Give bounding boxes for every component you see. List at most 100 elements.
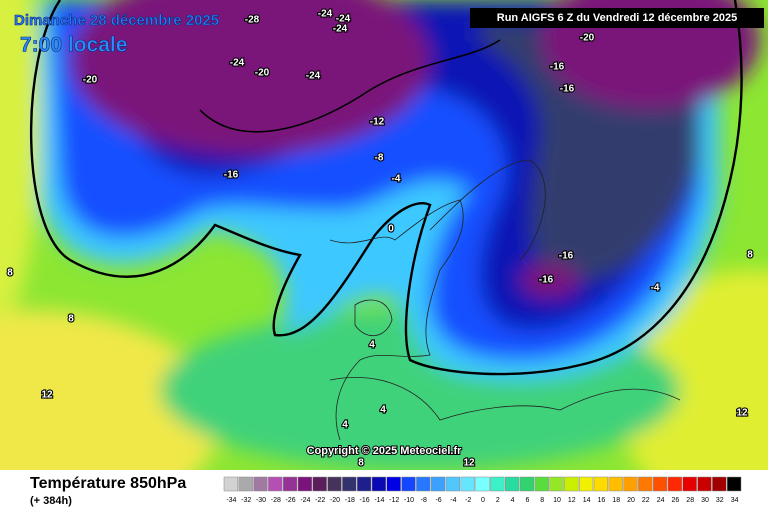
legend-swatch	[564, 476, 579, 492]
contour-label: 8	[7, 268, 13, 279]
contour-label: -24	[318, 9, 333, 20]
run-label: Run AIGFS 6 Z du Vendredi 12 décembre 20…	[497, 12, 737, 24]
legend-swatch	[327, 476, 342, 492]
warm-area	[0, 310, 220, 470]
legend-swatch	[401, 476, 416, 492]
contour-label: -24	[306, 71, 321, 82]
legend-swatch	[534, 476, 549, 492]
legend-label: -26	[286, 497, 296, 504]
legend-swatch	[460, 476, 475, 492]
contour-label: -16	[550, 62, 565, 73]
legend-swatch	[578, 476, 594, 492]
legend-swatch	[371, 476, 387, 492]
contour-label: 12	[463, 458, 475, 469]
contour-label: -8	[375, 153, 384, 164]
contour-label: -16	[559, 251, 574, 262]
coastlines	[329, 159, 681, 441]
legend-swatch	[697, 476, 712, 492]
legend-label: -18	[345, 497, 355, 504]
copyright: Copyright © 2025 Meteociel.fr	[307, 445, 463, 457]
legend-swatch	[475, 476, 490, 492]
legend-swatch	[445, 476, 461, 492]
footer-title: Température 850hPa	[30, 475, 186, 492]
legend-swatch	[430, 476, 446, 492]
legend-swatch	[638, 476, 653, 492]
legend-swatch	[223, 476, 239, 492]
legend-swatch	[504, 476, 520, 492]
legend-swatch	[490, 476, 505, 492]
contour-label: 8	[358, 458, 364, 469]
contour-label: -16	[224, 170, 239, 181]
zero-isotherm	[30, 0, 743, 376]
contour-label: 12	[736, 408, 748, 419]
date-label: Dimanche 28 décembre 2025	[14, 12, 219, 29]
legend-swatch	[386, 476, 401, 492]
legend-label: 16	[598, 497, 606, 504]
legend-label: -30	[256, 497, 266, 504]
legend-swatch	[667, 476, 683, 492]
legend-label: -14	[374, 497, 384, 504]
contour-label: 12	[41, 390, 53, 401]
legend-swatch	[356, 476, 372, 492]
time-label: 7:00 locale	[20, 34, 127, 57]
legend-label: -16	[360, 497, 370, 504]
legend-label: 10	[553, 497, 561, 504]
legend-label: 32	[716, 497, 724, 504]
legend-swatch	[253, 476, 268, 492]
legend-label: 24	[657, 497, 665, 504]
legend-label: -6	[435, 497, 441, 504]
legend-swatch	[726, 476, 742, 492]
contour-label: 0	[388, 224, 394, 235]
legend-label: 6	[525, 497, 529, 504]
contour-label: -24	[336, 14, 351, 25]
legend-swatch	[682, 476, 697, 492]
legend-swatch	[416, 476, 431, 492]
contour-label: 4	[380, 405, 386, 416]
contour-label: -16	[539, 275, 554, 286]
legend-swatch	[238, 476, 253, 492]
legend-label: -2	[465, 497, 471, 504]
legend-label: -12	[389, 497, 399, 504]
legend-label: -28	[271, 497, 281, 504]
contour-label: -20	[83, 75, 98, 86]
contour-label: -24	[230, 58, 245, 69]
legend-swatch	[608, 476, 623, 492]
legend-swatch	[549, 476, 564, 492]
contour-line	[199, 39, 501, 133]
legend-swatch	[712, 476, 727, 492]
contour-label: 4	[342, 420, 348, 431]
run-box	[470, 8, 764, 28]
contour-label: -24	[333, 24, 348, 35]
legend-label: 34	[731, 497, 739, 504]
footer-lead: (+ 384h)	[30, 495, 72, 507]
legend-label: -24	[300, 497, 310, 504]
legend-swatch	[297, 476, 313, 492]
legend-label: -20	[330, 497, 340, 504]
legend-swatch	[342, 476, 357, 492]
legend-label: 30	[701, 497, 709, 504]
contour-label: -28	[245, 15, 260, 26]
contour-label: -16	[560, 84, 575, 95]
legend-label: 20	[627, 497, 635, 504]
coastline	[329, 377, 681, 421]
contour-line	[30, 0, 743, 376]
contour-label: 8	[747, 250, 753, 261]
cold-core	[520, 262, 580, 298]
legend-label: 14	[583, 497, 591, 504]
coastline	[329, 199, 464, 441]
legend-label: -34	[226, 497, 236, 504]
contour-label: -4	[651, 283, 660, 294]
coastline	[354, 299, 393, 337]
legend-label: 0	[481, 497, 485, 504]
legend-swatch	[282, 476, 298, 492]
legend-label: -10	[404, 497, 414, 504]
legend-label: 22	[642, 497, 650, 504]
coastline	[429, 159, 546, 261]
legend-swatch	[519, 476, 535, 492]
contour-label: -4	[392, 174, 401, 185]
cold-core	[70, 0, 430, 155]
legend-label: 28	[686, 497, 694, 504]
